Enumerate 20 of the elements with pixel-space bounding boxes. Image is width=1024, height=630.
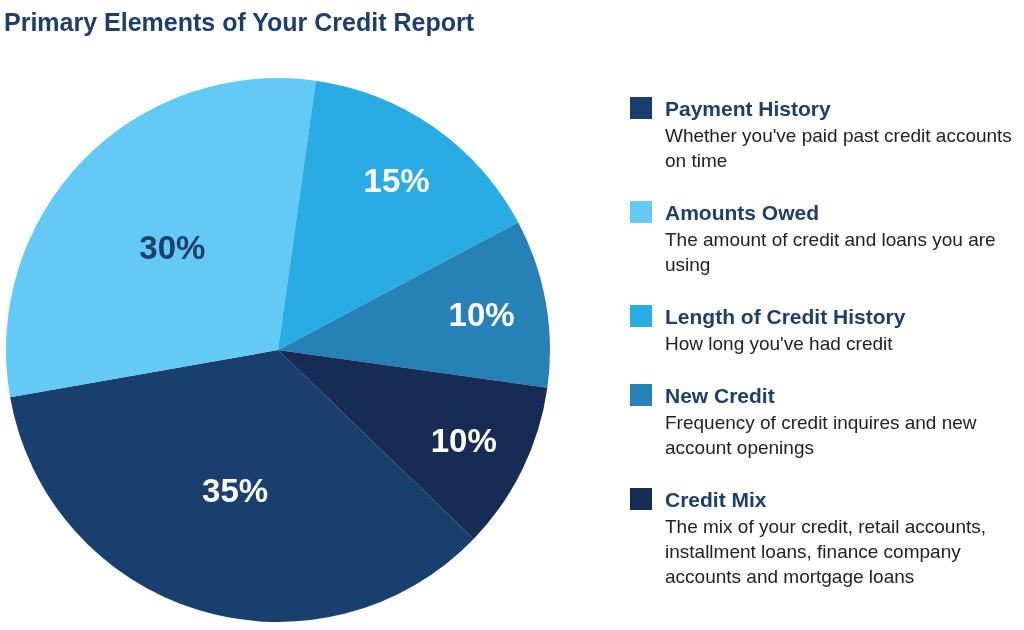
data-label: 35% [202, 471, 269, 509]
data-label: 10% [430, 422, 497, 460]
pie-slice [278, 350, 548, 539]
data-label: 30% [139, 229, 206, 267]
pie-slice [278, 80, 519, 350]
text: The mix of your credit, retail accounts, installment loans, finance company accounts and mortgage loans [665, 516, 987, 587]
legend-label: Credit Mix [665, 488, 767, 511]
chart-title: Primary Elements of Your Credit Report [4, 8, 475, 36]
pie-slice [278, 222, 550, 388]
legend-label: Length of Credit History [665, 305, 906, 328]
data-label: 10% [448, 295, 515, 333]
text: The amount of credit and loans you are using [665, 229, 996, 275]
legend-label: Payment History [665, 97, 832, 120]
text: How long you've had credit [665, 333, 894, 354]
pie-slice [6, 78, 316, 398]
data-label: 15% [363, 162, 430, 200]
legend-label: New Credit [665, 384, 775, 407]
legend-label: Amounts Owed [665, 201, 820, 224]
text: Whether you've paid past credit accounts on time [665, 125, 1012, 171]
text: Frequency of credit inquires and new account openings [665, 412, 977, 458]
